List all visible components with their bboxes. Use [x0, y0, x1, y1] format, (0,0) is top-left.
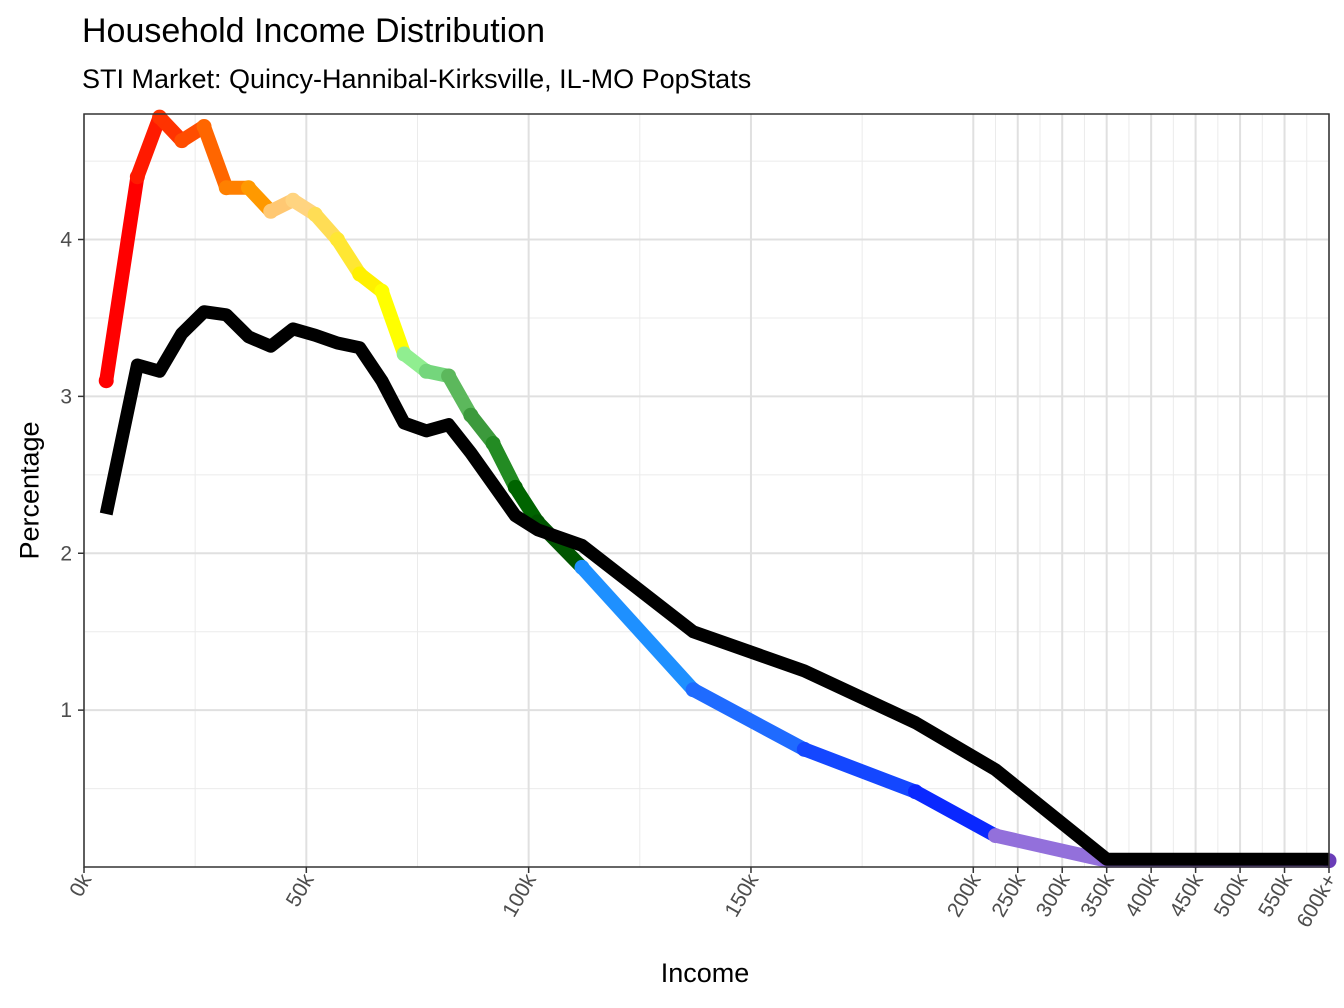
benchmark-series-line: [99, 305, 1329, 866]
x-axis-label: Income: [660, 958, 750, 988]
market-series-point: [574, 559, 590, 575]
market-series-segment: [988, 828, 1114, 868]
market-series-point: [374, 283, 390, 299]
x-tick-label: 550k: [1254, 870, 1297, 921]
x-axis: 0k 50k 100k 150k 200k 250k 300k 350k 400k 450k 500…: [65, 867, 1341, 932]
x-tick-label: 350k: [1076, 870, 1119, 921]
market-series-point: [463, 407, 479, 423]
market-series-point: [988, 828, 1004, 844]
x-tick-label: 50k: [282, 870, 319, 911]
y-tick-label: 3: [60, 385, 72, 408]
plot-panel-border: [83, 113, 1330, 868]
x-tick-label: 200k: [943, 870, 986, 921]
market-series-point: [129, 169, 145, 185]
market-series-segment: [486, 436, 523, 495]
x-tick-label: 400k: [1121, 870, 1164, 921]
market-series-segment: [575, 560, 701, 697]
market-series-point: [218, 180, 234, 196]
x-tick-label: 250k: [987, 870, 1030, 921]
market-series-point: [441, 368, 457, 384]
market-series-segment: [130, 110, 167, 184]
market-series-point: [307, 206, 323, 222]
market-series-point: [352, 266, 368, 282]
market-series-point: [907, 784, 923, 800]
market-series-point: [285, 192, 301, 208]
market-series-point: [98, 373, 114, 389]
market-series-point: [263, 203, 279, 219]
major-gridlines: [83, 114, 1330, 867]
market-series-point: [485, 435, 501, 451]
x-tick-label: 300k: [1032, 870, 1075, 921]
market-series-point: [796, 741, 812, 757]
x-tick-label: 100k: [498, 870, 541, 921]
market-series-segment: [908, 784, 1003, 843]
market-series-point: [174, 133, 190, 149]
market-series-segment: [99, 169, 145, 388]
chart-title: Household Income Distribution: [82, 12, 546, 50]
market-series-segment: [374, 284, 412, 362]
series-layer: [98, 109, 1337, 869]
x-tick-label: 500k: [1210, 870, 1253, 921]
x-tick-label: 0k: [65, 870, 96, 901]
market-series-point: [418, 363, 434, 379]
market-series-point: [396, 346, 412, 362]
market-series-point: [685, 682, 701, 698]
market-series-point: [152, 109, 168, 125]
y-axis-label: Percentage: [14, 421, 45, 560]
market-series-point: [507, 479, 523, 495]
market-series-point: [241, 180, 257, 196]
minor-gridlines: [84, 114, 1329, 867]
y-tick-label: 2: [60, 542, 72, 565]
y-tick-label: 4: [60, 229, 72, 252]
x-tick-label: 600k+: [1293, 870, 1342, 932]
market-series-segment: [797, 742, 923, 799]
x-tick-label: 450k: [1165, 870, 1208, 921]
market-series-segment: [441, 368, 478, 423]
y-axis: 1 2 3 4: [60, 229, 84, 722]
y-tick-label: 1: [60, 699, 72, 722]
market-series-point: [196, 119, 212, 135]
x-tick-label: 150k: [721, 870, 764, 921]
market-series-point: [329, 232, 345, 247]
market-series-segment: [686, 682, 812, 757]
chart-subtitle: STI Market: Quincy-Hannibal-Kirksville, …: [82, 64, 752, 94]
market-series-segment: [197, 119, 234, 195]
